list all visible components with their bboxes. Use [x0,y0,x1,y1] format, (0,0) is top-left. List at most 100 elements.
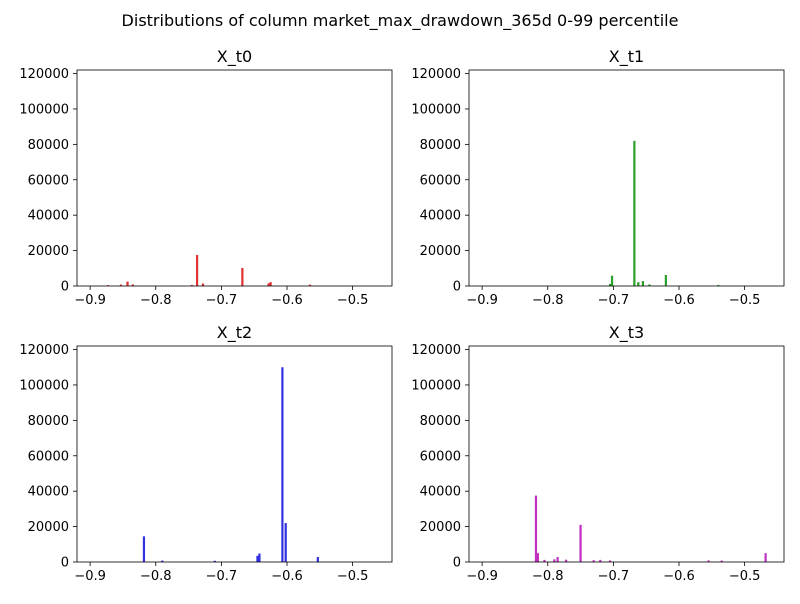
x-tick-label: −0.9 [74,569,106,584]
x-tick-label: −0.6 [663,569,695,584]
y-tick-label: 60000 [28,449,69,464]
histogram-bar [534,495,538,562]
x-tick-label: −0.8 [140,569,172,584]
histogram-bar [308,284,312,286]
y-tick-label: 20000 [420,244,461,259]
subplot-3: X_t3 −0.9 −0.8 −0.7 −0.6 −0.5 0 20000 40000 60000… [411,323,785,584]
histogram-bar [142,536,146,562]
x-tick-label: −0.6 [271,569,303,584]
histogram-bar [284,523,287,562]
y-tick-label: 120000 [411,343,461,358]
subplot-2: X_t2 −0.9 −0.8 −0.7 −0.6 −0.5 0 20000 40000 60000… [19,323,393,584]
histogram-bar [599,559,602,562]
subplot-title: X_t0 [217,47,252,67]
subplot-title: X_t1 [609,47,644,67]
histogram-bar [269,282,272,286]
y-tick-label: 100000 [411,378,461,393]
histogram-bar [316,557,319,562]
histogram-bar [258,553,261,562]
histogram-bar [608,560,612,562]
histogram-bar [553,559,556,562]
axes-frame [76,69,393,287]
figure-suptitle: Distributions of column market_max_drawd… [122,11,679,31]
axes-frame [468,69,785,287]
x-tick-label: −0.6 [663,293,695,308]
y-tick-label: 0 [453,556,461,571]
y-tick-label: 20000 [28,244,69,259]
x-tick-label: −0.5 [729,293,761,308]
histogram-bar [195,255,199,286]
y-tick-label: 120000 [19,343,69,358]
y-tick-label: 0 [61,556,69,571]
y-tick-label: 60000 [420,173,461,188]
histogram-bar [213,560,216,562]
y-tick-label: 40000 [420,485,461,500]
subplot-title: X_t3 [609,323,644,343]
y-tick-label: 20000 [420,520,461,535]
axes-frame [468,345,785,563]
histogram-bar [720,560,723,562]
y-tick-label: 100000 [411,102,461,117]
histogram-bar [565,559,568,562]
histogram-bar [161,560,164,562]
axes-frame [76,345,393,563]
y-tick-label: 80000 [28,414,69,429]
histogram-bar [579,524,582,562]
x-tick-label: −0.5 [337,293,369,308]
histogram-bar [664,275,667,286]
histogram-bar [556,557,559,562]
x-tick-label: −0.9 [466,569,498,584]
histogram-bar [126,281,129,286]
y-tick-label: 40000 [420,209,461,224]
x-tick-label: −0.8 [532,569,564,584]
histogram-bar [119,284,123,286]
subplot-title: X_t2 [217,323,252,343]
x-tick-label: −0.8 [532,293,564,308]
y-tick-label: 60000 [420,449,461,464]
histogram-bar [267,283,270,286]
histogram-bar [106,285,109,286]
y-tick-label: 20000 [28,520,69,535]
histogram-bar [707,560,710,562]
histogram-bar [241,267,244,286]
x-tick-label: −0.7 [598,569,630,584]
x-tick-label: −0.8 [140,293,172,308]
y-tick-label: 40000 [28,209,69,224]
y-tick-label: 0 [61,280,69,295]
histogram-bar [641,281,645,286]
y-tick-label: 0 [453,280,461,295]
y-tick-label: 80000 [420,414,461,429]
y-tick-label: 60000 [28,173,69,188]
y-tick-label: 120000 [19,67,69,82]
y-tick-label: 80000 [28,138,69,153]
histogram-bar [717,284,720,286]
y-tick-label: 100000 [19,378,69,393]
histogram-bar [592,560,595,562]
histogram-bar [610,275,614,286]
histogram-bar [201,283,205,286]
histogram-bar [281,367,284,562]
histogram-bar [608,283,612,286]
y-tick-label: 120000 [411,67,461,82]
x-tick-label: −0.9 [74,293,106,308]
x-tick-label: −0.5 [729,569,761,584]
x-tick-label: −0.6 [271,293,303,308]
y-tick-label: 100000 [19,102,69,117]
x-tick-label: −0.5 [337,569,369,584]
histogram-bar [131,284,134,286]
histogram-bar [637,282,640,286]
x-tick-label: −0.7 [206,569,238,584]
histogram-bar [648,284,651,286]
histogram-bar [256,555,259,562]
subplot-0: X_t0 −0.9 −0.8 −0.7 −0.6 −0.5 0 20000 40000 60000… [19,47,393,308]
histogram-bar [633,140,636,286]
y-tick-label: 80000 [420,138,461,153]
subplot-1: X_t1 −0.9 −0.8 −0.7 −0.6 −0.5 0 20000 40000 60000… [411,47,785,308]
x-tick-label: −0.7 [206,293,238,308]
y-tick-label: 40000 [28,485,69,500]
histogram-bar [764,553,767,562]
x-tick-label: −0.9 [466,293,498,308]
histogram-bar [190,284,193,286]
